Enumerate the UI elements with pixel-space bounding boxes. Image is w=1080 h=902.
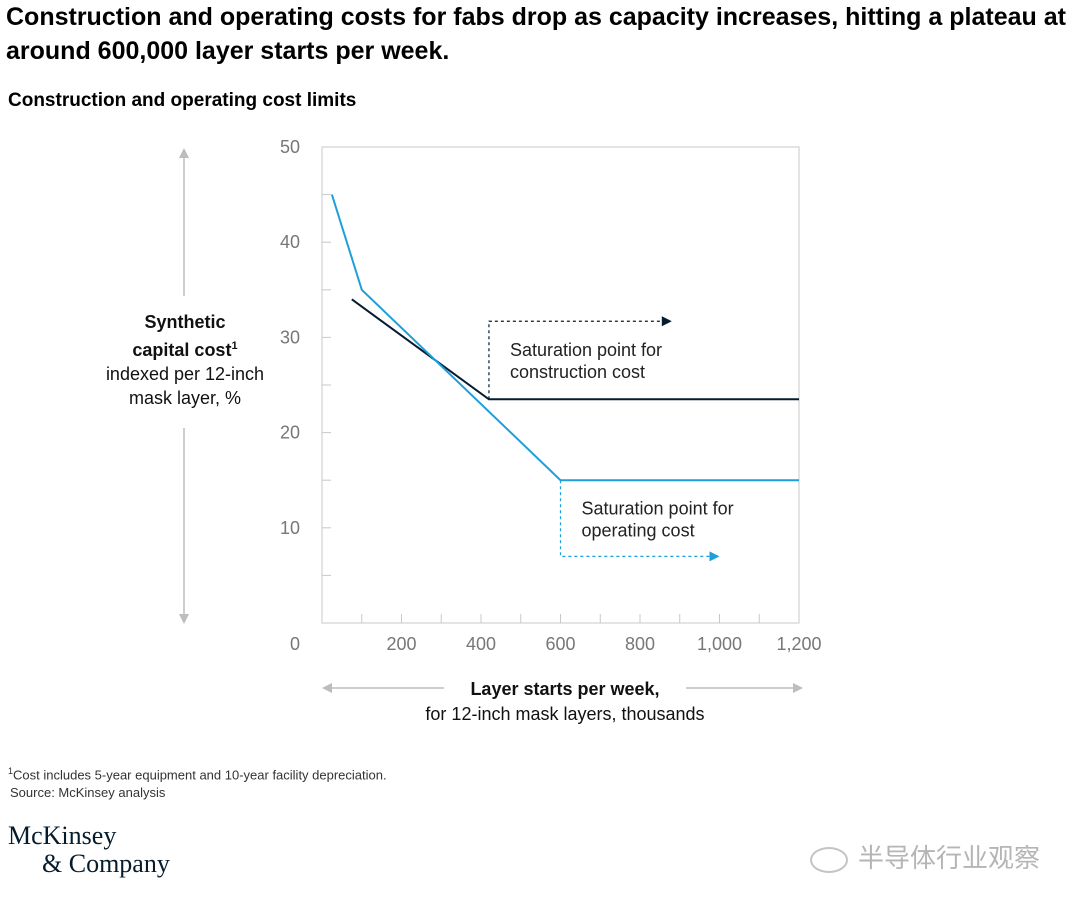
y-axis-label: Synthetic capital cost1 indexed per 12-i… — [80, 310, 290, 410]
x-tick-label: 600 — [545, 634, 575, 654]
headline: Construction and operating costs for fab… — [6, 3, 1066, 65]
x-axis-label: Layer starts per week, for 12-inch mask … — [360, 677, 770, 727]
x-tick-label: 1,200 — [776, 634, 821, 654]
x-tick-label: 800 — [625, 634, 655, 654]
footnote-text: Cost includes 5-year equipment and 10-ye… — [13, 767, 387, 783]
chart-title: Construction and operating cost limits — [8, 90, 357, 111]
annotation-arrow-2 — [709, 551, 720, 562]
annotation-text-1: Saturation point for — [510, 340, 662, 360]
y-tick-label: 40 — [280, 232, 300, 252]
y-axis-label-line-4: mask layer, % — [128, 388, 242, 408]
watermark: 半导体行业观察 — [810, 838, 1040, 875]
y-axis-label-bold-1: Synthetic — [144, 312, 226, 332]
source: Source: McKinsey analysis — [10, 785, 166, 801]
logo-line-1: McKinsey — [8, 821, 117, 850]
x-tick-label: 400 — [466, 634, 496, 654]
x-tick-label: 1,000 — [697, 634, 742, 654]
y-arrow-down-head — [179, 614, 189, 624]
footnote-superscript: 1 — [231, 340, 238, 352]
footnote-mark: 1 — [8, 766, 14, 776]
footnote: 1Cost includes 5-year equipment and 10-y… — [8, 762, 387, 784]
y-axis-label-line-3: indexed per 12-inch — [105, 364, 265, 384]
plot-frame — [321, 146, 800, 624]
annotation-arrow-1 — [661, 316, 672, 327]
annotation-text-1: construction cost — [510, 362, 645, 382]
y-tick-label: 20 — [280, 423, 300, 443]
series-line-1 — [351, 298, 799, 401]
annotation-text-2: operating cost — [582, 520, 695, 540]
annotation-leader-1 — [488, 320, 662, 400]
watermark-text: 半导体行业观察 — [858, 843, 1041, 873]
series-line-2 — [330, 194, 799, 482]
x-arrow-right-head — [793, 683, 803, 693]
annotation-leader-2 — [559, 480, 710, 557]
logo-line-2: & Company — [42, 849, 170, 878]
annotation-text-2: Saturation point for — [582, 498, 734, 518]
y-tick-label: 10 — [280, 518, 300, 538]
y-arrow-up-head — [179, 148, 189, 158]
x-arrow-left-head — [322, 683, 332, 693]
mckinsey-logo: McKinsey & Company — [8, 822, 170, 878]
wechat-icon — [810, 847, 848, 874]
footnotes: 1Cost includes 5-year equipment and 10-y… — [8, 762, 387, 802]
origin-label: 0 — [290, 634, 300, 654]
x-axis-label-rest: for 12-inch mask layers, thousands — [425, 704, 705, 724]
y-tick-label: 50 — [280, 137, 300, 157]
y-tick-label: 30 — [280, 327, 300, 347]
y-axis-label-bold-2: capital cost — [132, 340, 232, 360]
x-axis-label-bold: Layer starts per week, — [470, 679, 660, 699]
x-tick-label: 200 — [386, 634, 416, 654]
